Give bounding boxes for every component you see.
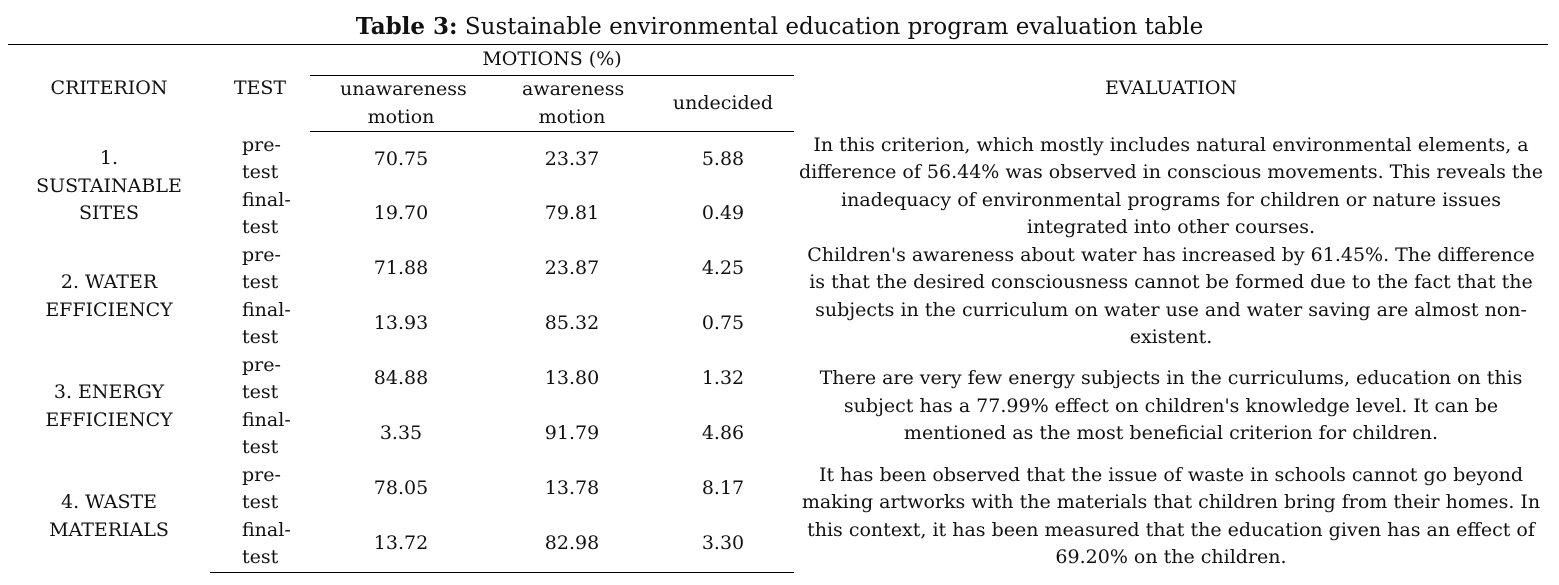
table-row: 4. WASTE MATERIALS pre-test 78.05 13.78 … (8, 462, 1548, 569)
undecided-cell: 4.86 (701, 422, 745, 445)
table-caption-label: Table 3: (355, 13, 458, 40)
unawareness-cell: 71.88 (373, 257, 429, 280)
test-cell: final-test (242, 408, 291, 459)
table-row: 2. WATER EFFICIENCY pre-test 71.88 23.87… (8, 242, 1548, 349)
criterion-cell: 4. WASTE MATERIALS (49, 491, 169, 541)
evaluation-table: CRITERION TEST MOTIONS (%) EVALUATION un… (8, 44, 1548, 573)
awareness-cell: 23.37 (544, 147, 600, 170)
test-cell: pre-test (242, 243, 281, 294)
undecided-cell: 3.30 (652, 516, 794, 573)
test-cell: pre-test (242, 353, 281, 404)
table-row: final-test 13.93 85.32 0.75 (8, 297, 1548, 352)
undecided-cell: 8.17 (701, 477, 745, 500)
awareness-cell: 91.79 (544, 422, 600, 445)
awareness-cell: 23.87 (544, 257, 600, 280)
unawareness-cell: 78.05 (373, 477, 429, 500)
unawareness-cell: 19.70 (373, 202, 429, 225)
test-cell: final-test (242, 188, 291, 239)
table-caption-text: Sustainable environmental education prog… (464, 14, 1204, 40)
table-row: 1. SUSTAINABLE SITES pre-test 70.75 23.3… (8, 132, 1548, 239)
criterion-cell: 1. SUSTAINABLE SITES (36, 147, 182, 225)
table-row: final-test 19.70 79.81 0.49 (8, 187, 1548, 242)
header-awareness: awareness motion (492, 75, 652, 132)
unawareness-cell: 13.93 (373, 312, 429, 335)
awareness-cell: 85.32 (544, 312, 600, 335)
header-evaluation: EVALUATION (794, 44, 1548, 132)
criterion-cell: 3. ENERGY EFFICIENCY (45, 381, 173, 431)
header-unawareness: unawareness motion (310, 75, 492, 132)
test-cell: pre-test (242, 133, 281, 184)
undecided-cell: 5.88 (701, 147, 745, 170)
table-row: 3. ENERGY EFFICIENCY pre-test 84.88 13.8… (8, 352, 1548, 445)
awareness-cell: 13.78 (544, 477, 600, 500)
test-cell: final-test (210, 516, 310, 573)
table-body: 1. SUSTAINABLE SITES pre-test 70.75 23.3… (8, 132, 1548, 573)
header-criterion: CRITERION (8, 44, 210, 132)
undecided-cell: 0.75 (701, 312, 745, 335)
table-row: final-test 3.35 91.79 4.86 (8, 407, 1548, 462)
undecided-cell: 4.25 (701, 257, 745, 280)
awareness-cell: 82.98 (492, 516, 652, 573)
unawareness-cell: 84.88 (373, 367, 429, 390)
undecided-cell: 0.49 (701, 202, 745, 225)
undecided-cell: 1.32 (701, 367, 745, 390)
evaluation-cell: It has been observed that the issue of w… (801, 463, 1541, 569)
header-undecided: undecided (652, 75, 794, 132)
table-caption: Table 3: Sustainable environmental educa… (0, 12, 1559, 42)
table-header: CRITERION TEST MOTIONS (%) EVALUATION un… (8, 44, 1548, 132)
awareness-cell: 13.80 (544, 367, 600, 390)
unawareness-cell: 70.75 (373, 147, 429, 170)
unawareness-cell: 13.72 (310, 516, 492, 573)
table-row: final-test 13.72 82.98 3.30 (8, 516, 1548, 573)
evaluation-cell: Children's awareness about water has inc… (807, 243, 1535, 349)
header-motions: MOTIONS (%) (310, 44, 794, 76)
evaluation-cell: There are very few energy subjects in th… (819, 367, 1523, 445)
criterion-cell: 2. WATER EFFICIENCY (45, 271, 173, 321)
unawareness-cell: 3.35 (379, 422, 423, 445)
evaluation-cell: In this criterion, which mostly includes… (798, 133, 1544, 239)
header-test: TEST (210, 44, 310, 132)
test-cell: pre-test (242, 463, 281, 514)
test-cell: final-test (242, 298, 291, 349)
awareness-cell: 79.81 (544, 202, 600, 225)
